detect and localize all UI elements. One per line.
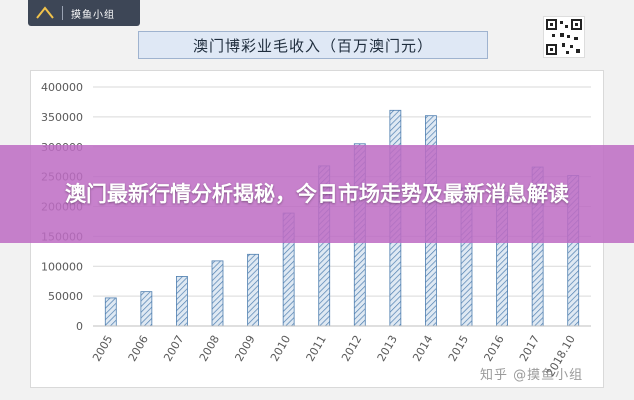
y-tick-label: 50000: [48, 290, 83, 303]
logo-mark-icon: [34, 4, 56, 22]
x-tick-label: 2015: [446, 333, 471, 364]
x-tick-label: 2005: [90, 333, 115, 364]
y-tick-label: 350000: [41, 111, 83, 124]
chart-title: 澳门博彩业毛收入（百万澳门元）: [138, 31, 488, 59]
y-tick-label: 100000: [41, 260, 83, 273]
bar-2007: [176, 276, 188, 327]
x-tick-label: 2012: [339, 333, 364, 364]
x-tick-label: 2007: [161, 333, 186, 364]
headline-text: 澳门最新行情分析揭秘，今日市场走势及最新消息解读: [65, 181, 569, 206]
x-tick-label: 2009: [232, 333, 257, 364]
x-tick-label: 2006: [126, 333, 151, 364]
logo-divider: [62, 6, 63, 20]
bar-2006: [140, 291, 153, 327]
bar-2008: [211, 260, 224, 327]
x-tick-label: 2014: [410, 333, 435, 364]
headline-banner: 澳门最新行情分析揭秘，今日市场走势及最新消息解读: [0, 145, 634, 243]
x-tick-label: 2011: [304, 333, 329, 364]
logo-text: 摸鱼小组: [71, 9, 115, 21]
bar-2005: [104, 297, 117, 327]
brand-logo: 摸鱼小组: [28, 0, 140, 26]
x-tick-label: 2008: [197, 333, 222, 364]
x-tick-label: 2017: [517, 333, 542, 364]
x-tick-label: 2013: [375, 333, 400, 364]
y-tick-label: 0: [76, 320, 83, 333]
watermark-text: 知乎 @摸鱼小组: [480, 368, 584, 383]
x-tick-label: 2016: [481, 333, 506, 364]
y-tick-label: 400000: [41, 81, 83, 94]
qr-code-icon: [543, 16, 585, 58]
bar-2009: [247, 253, 259, 327]
x-tick-label: 2010: [268, 333, 293, 364]
